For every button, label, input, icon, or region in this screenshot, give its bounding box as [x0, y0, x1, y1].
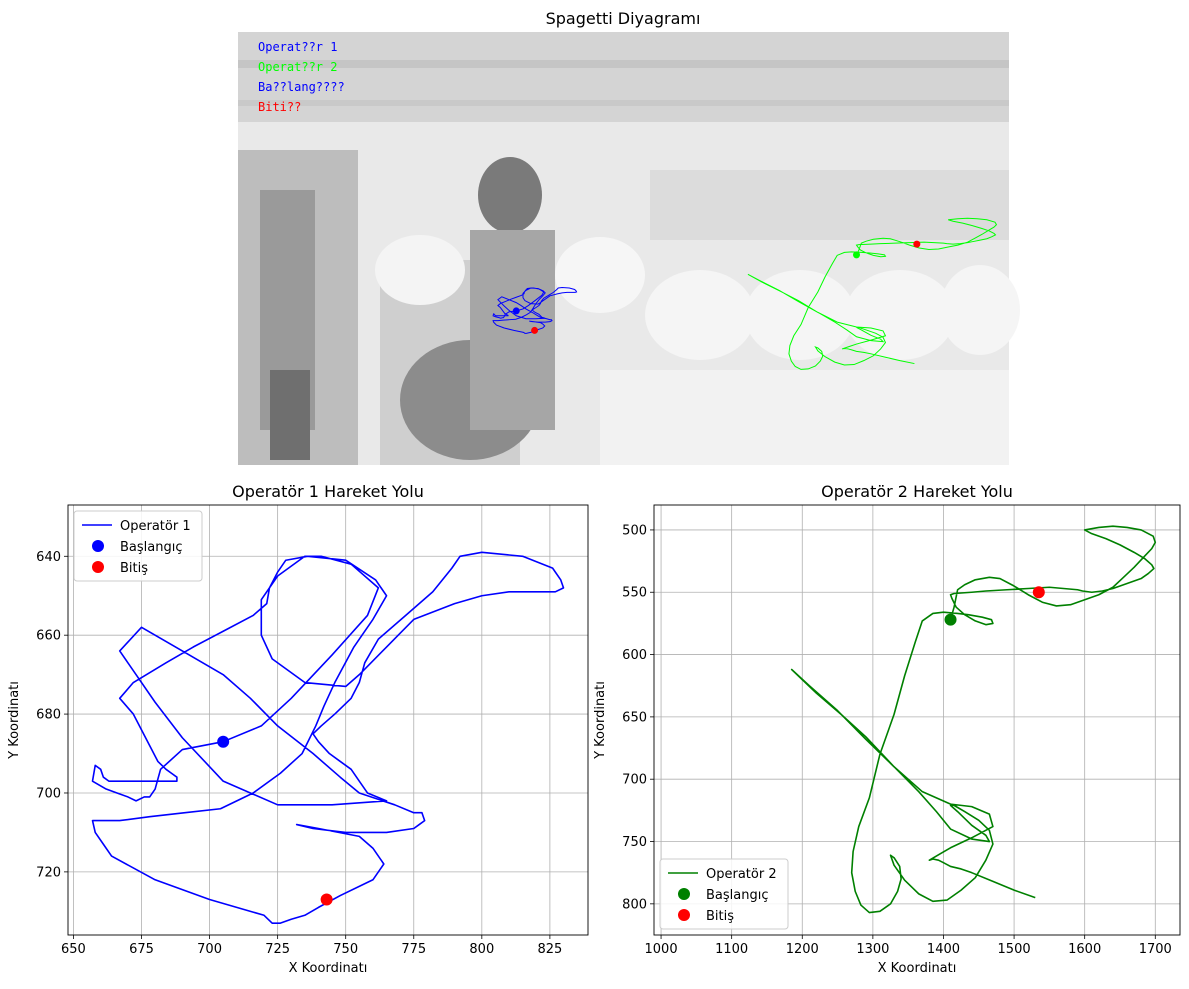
photo-legend-item: Biti??	[258, 100, 301, 114]
photo-path-operator2	[747, 217, 998, 370]
legend-label: Bitiş	[120, 561, 148, 576]
legend: Operatör 1 Başlangıç Bitiş	[73, 510, 203, 582]
legend: Operatör 2 Başlangıç Bitiş	[659, 858, 789, 930]
x-tick-label: 825	[537, 942, 562, 957]
x-tick-label: 650	[61, 942, 86, 957]
x-tick-label: 750	[333, 942, 358, 957]
chart-title: Operatör 2 Hareket Yolu	[821, 482, 1013, 501]
legend-marker	[92, 561, 104, 573]
x-tick-label: 1200	[786, 942, 819, 957]
y-tick-label: 660	[36, 629, 61, 644]
legend-marker	[678, 909, 690, 921]
y-tick-label: 700	[622, 773, 647, 788]
start-marker	[217, 735, 230, 748]
x-axis-label: X Koordinatı	[289, 961, 368, 976]
y-axis-label: Y Koordinatı	[593, 681, 608, 760]
x-tick-label: 1500	[998, 942, 1031, 957]
y-tick-label: 680	[36, 708, 61, 723]
chart-title: Operatör 1 Hareket Yolu	[232, 482, 424, 501]
x-tick-label: 1000	[645, 942, 678, 957]
x-tick-label: 1600	[1068, 942, 1101, 957]
y-tick-label: 800	[622, 897, 647, 912]
plot-frame	[653, 504, 1181, 936]
chart-operator2: 1000 1100 1200 1300 1400 1500 1600 1700 500 550 60…	[593, 482, 1181, 976]
x-tick-label: 800	[469, 942, 494, 957]
legend-label: Başlangıç	[120, 540, 183, 555]
legend-box	[73, 510, 203, 582]
y-tick-label: 600	[622, 648, 647, 663]
legend-label: Operatör 1	[120, 519, 191, 534]
y-tick-label: 500	[622, 523, 647, 538]
figure-title: Spagetti Diyagramı	[546, 9, 701, 28]
photo-end-marker	[913, 240, 921, 248]
x-tick-label: 675	[129, 942, 154, 957]
legend-label: Bitiş	[706, 909, 734, 924]
start-marker	[944, 613, 957, 626]
legend-marker	[678, 888, 690, 900]
photo-end-marker	[531, 326, 539, 334]
chart-operator1: 650 675 700 725 750 775 800 825 640 660 680 700 720 O…	[7, 482, 589, 976]
x-tick-label: 1700	[1139, 942, 1172, 957]
legend-label: Operatör 2	[706, 867, 777, 882]
y-tick-label: 640	[36, 550, 61, 565]
photo-start-marker	[853, 251, 861, 259]
y-tick-label: 750	[622, 835, 647, 850]
x-tick-label: 700	[197, 942, 222, 957]
series-line	[91, 551, 565, 924]
end-marker	[320, 893, 333, 906]
photo-overlay-paths	[492, 217, 998, 370]
x-tick-label: 1100	[715, 942, 748, 957]
photo-legend-item: Operat??r 2	[258, 60, 337, 74]
photo-legend: Operat??r 1 Operat??r 2 Ba??lang???? Biti??	[258, 40, 345, 114]
y-axis-label: Y Koordinatı	[7, 681, 22, 760]
legend-marker	[92, 540, 104, 552]
x-tick-label: 725	[265, 942, 290, 957]
legend-box	[659, 858, 789, 930]
photo-path-operator1	[492, 287, 578, 334]
photo-legend-item: Ba??lang????	[258, 80, 345, 94]
series-line	[790, 525, 1157, 914]
x-tick-label: 775	[401, 942, 426, 957]
y-tick-label: 550	[622, 586, 647, 601]
end-marker	[1032, 586, 1045, 599]
plot-frame	[67, 504, 589, 936]
y-tick-label: 700	[36, 786, 61, 801]
x-tick-label: 1400	[927, 942, 960, 957]
y-tick-label: 720	[36, 865, 61, 880]
x-tick-label: 1300	[856, 942, 889, 957]
photo-legend-item: Operat??r 1	[258, 40, 337, 54]
y-tick-label: 650	[622, 710, 647, 725]
factory-photo	[238, 32, 1020, 465]
x-axis-label: X Koordinatı	[878, 961, 957, 976]
photo-start-marker	[512, 307, 520, 315]
legend-label: Başlangıç	[706, 888, 769, 903]
